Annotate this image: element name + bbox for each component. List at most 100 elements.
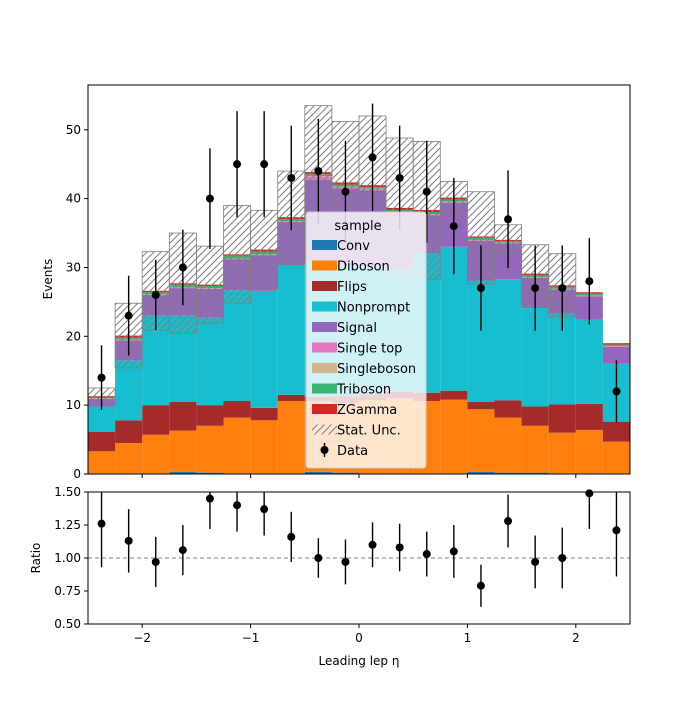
data-point-6: [260, 160, 269, 169]
legend-label-3: Nonprompt: [337, 301, 410, 316]
main-x-ticks: [141, 474, 577, 478]
x-axis-label: Leading lep η: [319, 654, 400, 668]
ratio-points: [97, 489, 621, 607]
legend-label-2: Flips: [337, 280, 367, 295]
bar-nonprompt-0: [88, 406, 116, 433]
data-point-15: [504, 215, 513, 224]
legend-label-0: Conv: [337, 239, 370, 254]
y-tick-label-2: 20: [66, 329, 81, 343]
data-point-14: [476, 284, 485, 293]
bar-conv-14: [467, 471, 495, 474]
ratio-point-3: [178, 546, 187, 555]
bar-nonprompt-6: [250, 290, 278, 408]
bar-conv-15: [494, 472, 522, 474]
legend-swatch-0: [312, 240, 337, 250]
bar-diboson-19: [602, 441, 630, 474]
ratio-point-9: [341, 557, 350, 566]
legend-swatch-stat-unc: [312, 424, 337, 435]
bar-diboson-17: [548, 432, 576, 474]
bar-singleboson-19: [602, 345, 630, 347]
data-point-19: [612, 387, 621, 396]
ratio-y-tick-label-4: 1.50: [54, 485, 81, 499]
data-point-7: [287, 173, 296, 182]
bar-diboson-13: [440, 399, 468, 474]
bar-conv-8: [304, 471, 332, 474]
bar-flips-14: [467, 401, 495, 410]
y-tick-label-5: 50: [66, 123, 81, 137]
data-point-16: [531, 284, 540, 293]
ratio-point-12: [422, 550, 431, 559]
ratio-plot-frame: [87, 491, 631, 625]
bar-single-top-19: [602, 346, 630, 347]
bar-conv-16: [521, 472, 549, 474]
data-point-11: [395, 173, 404, 182]
bar-nonprompt-5: [223, 290, 251, 402]
legend-swatch-4: [312, 322, 337, 332]
data-point-5: [233, 160, 242, 169]
data-point-9: [341, 187, 350, 196]
legend-label-6: Singleboson: [337, 362, 416, 377]
x-tick-label-1: −1: [242, 631, 260, 645]
bar-nonprompt-2: [142, 315, 170, 406]
bar-diboson-7: [277, 401, 305, 474]
ratio-y-tick-label-1: 0.75: [54, 584, 81, 598]
ratio-y-tick-label-3: 1.25: [54, 518, 81, 532]
bar-triboson-19: [602, 344, 630, 346]
legend-label-8: ZGamma: [337, 403, 397, 418]
x-tick-label-0: −2: [133, 631, 151, 645]
bar-diboson-5: [223, 417, 251, 474]
bar-flips-17: [548, 404, 576, 433]
bar-diboson-2: [142, 434, 170, 474]
bar-flips-6: [250, 407, 278, 421]
bar-flips-7: [277, 394, 305, 402]
y-tick-label-3: 30: [66, 260, 81, 274]
bar-diboson-0: [88, 451, 116, 474]
data-point-4: [205, 194, 214, 203]
bar-flips-15: [494, 400, 522, 418]
ratio-point-0: [97, 519, 106, 528]
bar-diboson-18: [575, 429, 603, 474]
legend-items: Conv Diboson Flips Nonprompt Signal Single to…: [312, 239, 416, 459]
ratio-point-8: [314, 554, 323, 562]
bar-signal-19: [602, 346, 630, 364]
x-tick-label-2: 0: [355, 631, 363, 645]
bar-conv-9: [331, 472, 359, 474]
bar-flips-5: [223, 401, 251, 418]
data-point-8: [314, 167, 323, 176]
legend: sample Conv Diboson Flips Nonprompt Signal Si…: [305, 211, 427, 469]
ratio-plot-area: 0.50 0.75 1.00 1.25 1.50 −2 −1 0 1 2: [54, 485, 631, 645]
ratio-y-tick-label-2: 1.00: [54, 551, 81, 565]
bar-diboson-4: [196, 425, 224, 473]
bar-diboson-15: [494, 417, 522, 473]
ratio-y-axis-label: Ratio: [29, 543, 43, 574]
ratio-point-14: [476, 581, 485, 590]
bar-nonprompt-15: [494, 279, 522, 401]
data-points: [97, 103, 621, 423]
legend-title: sample: [334, 219, 381, 234]
ratio-y-tick-label-0: 0.50: [54, 617, 81, 631]
main-y-axis: 0 10 20 30 40 50: [66, 123, 88, 481]
bar-flips-19: [602, 421, 630, 442]
bar-conv-4: [196, 472, 224, 474]
legend-data-marker: [320, 446, 329, 454]
ratio-point-11: [395, 543, 404, 552]
data-point-0: [97, 373, 106, 382]
data-point-13: [449, 222, 458, 231]
legend-swatch-3: [312, 301, 337, 312]
legend-label-7: Triboson: [336, 383, 391, 398]
ratio-point-1: [124, 536, 133, 545]
ratio-point-6: [260, 505, 269, 514]
stat-unc-band-6: [250, 209, 279, 290]
ratio-point-17: [558, 554, 567, 562]
bar-nonprompt-1: [115, 360, 143, 421]
bar-flips-3: [169, 401, 197, 431]
ratio-y-axis: 0.50 0.75 1.00 1.25 1.50: [54, 485, 88, 631]
ratio-point-18: [585, 489, 594, 498]
ratio-point-5: [233, 501, 242, 510]
ratio-point-19: [612, 526, 621, 535]
legend-label-4: Signal: [337, 321, 377, 336]
stat-unc-band-4: [195, 245, 224, 324]
bar-flips-13: [440, 390, 468, 400]
data-point-2: [151, 290, 160, 299]
legend-swatch-1: [312, 260, 337, 271]
